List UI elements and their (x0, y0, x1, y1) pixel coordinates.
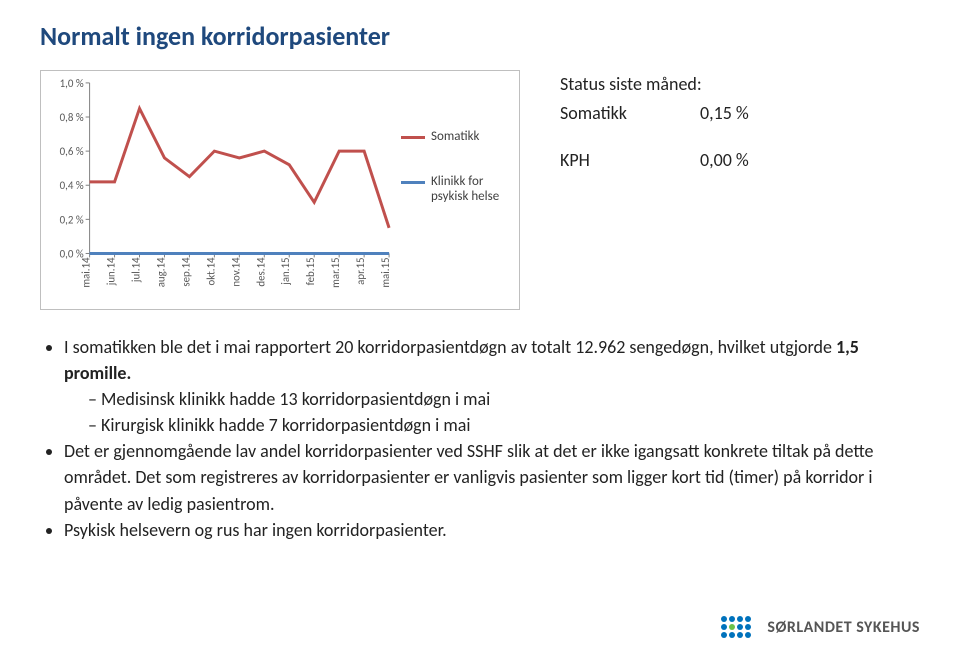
svg-text:sep.14: sep.14 (179, 257, 192, 287)
legend-item-somatikk: Somatikk (401, 129, 511, 144)
status-value: 0,15 % (700, 99, 749, 128)
svg-text:jun.14: jun.14 (105, 257, 118, 286)
svg-text:nov.14: nov.14 (229, 257, 242, 287)
svg-text:0,2 %: 0,2 % (60, 213, 84, 226)
svg-text:mai.14: mai.14 (80, 257, 93, 288)
status-label: Somatikk (560, 99, 660, 128)
svg-text:mar.15: mar.15 (329, 257, 342, 287)
status-label: KPH (560, 146, 660, 175)
footer-logo: SØRLANDET SYKEHUS (721, 616, 920, 638)
status-row-kph: KPH 0,00 % (560, 146, 749, 175)
svg-text:okt.14: okt.14 (204, 257, 217, 286)
svg-text:aug.14: aug.14 (154, 257, 167, 287)
legend-swatch (401, 181, 425, 184)
chart-legend: Somatikk Klinikk for psykisk helse (401, 129, 511, 204)
status-block: Status siste måned: Somatikk 0,15 % KPH … (560, 70, 749, 310)
top-row: 1,0 %0,8 %0,6 %0,4 %0,2 %0,0 %mai.14jun.… (40, 70, 920, 310)
svg-text:mai.15: mai.15 (379, 257, 392, 287)
svg-text:1,0 %: 1,0 % (60, 77, 84, 90)
bullet-1-sub-1: Medisinsk klinikk hadde 13 korridorpasie… (88, 386, 920, 412)
bullet-3: Psykisk helsevern og rus har ingen korri… (64, 517, 920, 543)
bullet-1: I somatikken ble det i mai rapportert 20… (64, 334, 920, 438)
logo-dots-icon (721, 616, 757, 638)
svg-text:des.14: des.14 (254, 257, 267, 287)
bullet-1-sub-2: Kirurgisk klinikk hadde 7 korridorpasien… (88, 412, 920, 438)
svg-text:0,8 %: 0,8 % (60, 111, 84, 124)
bullet-2: Det er gjennomgående lav andel korridorp… (64, 438, 920, 516)
legend-swatch (401, 136, 425, 139)
bullet-list: I somatikken ble det i mai rapportert 20… (40, 334, 920, 543)
status-row-somatikk: Somatikk 0,15 % (560, 99, 749, 128)
svg-text:jul.14: jul.14 (130, 257, 143, 283)
svg-text:0,4 %: 0,4 % (60, 179, 84, 192)
chart-container: 1,0 %0,8 %0,6 %0,4 %0,2 %0,0 %mai.14jun.… (40, 70, 520, 310)
legend-label: Somatikk (431, 129, 479, 144)
logo-text: SØRLANDET SYKEHUS (767, 618, 920, 637)
svg-text:apr.15: apr.15 (354, 257, 367, 284)
svg-text:jan.15: jan.15 (279, 257, 292, 285)
legend-label: Klinikk for psykisk helse (431, 174, 511, 204)
page-title: Normalt ingen korridorpasienter (40, 20, 920, 52)
legend-item-klinikk: Klinikk for psykisk helse (401, 174, 511, 204)
status-value: 0,00 % (700, 146, 749, 175)
status-heading: Status siste måned: (560, 70, 749, 99)
svg-text:feb.15: feb.15 (304, 257, 317, 285)
svg-text:0,6 %: 0,6 % (60, 145, 84, 158)
bullet-1-text-pre: I somatikken ble det i mai rapportert 20… (64, 336, 836, 358)
